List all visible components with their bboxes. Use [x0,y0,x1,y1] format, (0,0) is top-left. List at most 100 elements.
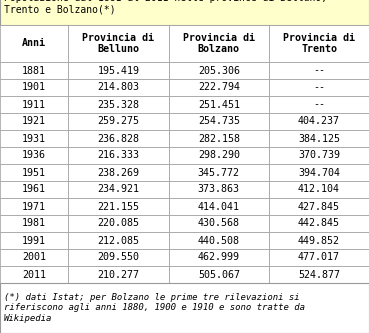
Text: 234.921: 234.921 [97,184,139,194]
Text: Anni: Anni [22,39,46,49]
Bar [169,147,269,164]
Bar [269,147,369,164]
Text: 2001: 2001 [22,252,46,262]
Bar [269,215,369,232]
Text: 345.772: 345.772 [198,167,240,177]
Text: 440.508: 440.508 [198,235,240,245]
Bar [0,0,369,25]
Text: 1901: 1901 [22,83,46,93]
Bar [0,266,68,283]
Bar [169,79,269,96]
Bar [0,62,68,79]
Bar [169,25,269,62]
Bar [169,164,269,181]
Text: 1951: 1951 [22,167,46,177]
Text: Provincia di
Trento: Provincia di Trento [283,33,355,54]
Text: 238.269: 238.269 [97,167,139,177]
Bar [169,96,269,113]
Text: 236.828: 236.828 [97,134,139,144]
Text: 1911: 1911 [22,100,46,110]
Text: 477.017: 477.017 [298,252,340,262]
Bar [0,249,68,266]
Text: 210.277: 210.277 [97,269,139,279]
Text: 1881: 1881 [22,66,46,76]
Bar [169,215,269,232]
Bar [269,130,369,147]
Bar [68,96,169,113]
Bar [68,113,169,130]
Text: 214.803: 214.803 [97,83,139,93]
Bar [68,147,169,164]
Text: 1961: 1961 [22,184,46,194]
Bar [269,25,369,62]
Bar [269,266,369,283]
Bar [269,249,369,266]
Text: 1921: 1921 [22,117,46,127]
Bar [269,79,369,96]
Bar [68,215,169,232]
Text: 1991: 1991 [22,235,46,245]
Text: 298.290: 298.290 [198,151,240,161]
Text: 220.085: 220.085 [97,218,139,228]
Bar [68,164,169,181]
Bar [0,164,68,181]
Text: --: -- [313,66,325,76]
Text: 205.306: 205.306 [198,66,240,76]
Bar [269,164,369,181]
Bar [68,130,169,147]
Text: 442.845: 442.845 [298,218,340,228]
Bar [0,198,68,215]
Text: 235.328: 235.328 [97,100,139,110]
Bar [169,130,269,147]
Bar [68,198,169,215]
Text: Provincia di
Belluno: Provincia di Belluno [82,33,155,54]
Text: 1936: 1936 [22,151,46,161]
Text: 212.085: 212.085 [97,235,139,245]
Bar [68,266,169,283]
Text: 222.794: 222.794 [198,83,240,93]
Text: 254.735: 254.735 [198,117,240,127]
Bar [269,232,369,249]
Text: 449.852: 449.852 [298,235,340,245]
Bar [169,266,269,283]
Bar [0,147,68,164]
Text: 412.104: 412.104 [298,184,340,194]
Text: 282.158: 282.158 [198,134,240,144]
Bar [0,215,68,232]
Text: 1931: 1931 [22,134,46,144]
Text: (*) dati Istat; per Bolzano le prime tre rilevazioni si
riferiscono agli anni 18: (*) dati Istat; per Bolzano le prime tre… [4,293,305,323]
Bar [169,113,269,130]
Bar [169,62,269,79]
Bar [169,181,269,198]
Bar [0,96,68,113]
Text: 216.333: 216.333 [97,151,139,161]
Text: 505.067: 505.067 [198,269,240,279]
Text: Popolazione dal 1881 al 2011 nelle province di Belluno,
Trento e Bolzano(*): Popolazione dal 1881 al 2011 nelle provi… [4,0,327,15]
Text: 414.041: 414.041 [198,201,240,211]
Bar [269,113,369,130]
Text: Provincia di
Bolzano: Provincia di Bolzano [183,33,255,54]
Bar [68,232,169,249]
Bar [269,62,369,79]
Text: 404.237: 404.237 [298,117,340,127]
Bar [0,232,68,249]
Text: 370.739: 370.739 [298,151,340,161]
Bar [0,130,68,147]
Text: 2011: 2011 [22,269,46,279]
Text: 209.550: 209.550 [97,252,139,262]
Text: 462.999: 462.999 [198,252,240,262]
Text: 1981: 1981 [22,218,46,228]
Bar [0,181,68,198]
Bar [0,113,68,130]
Bar [269,198,369,215]
Text: 251.451: 251.451 [198,100,240,110]
Bar [169,198,269,215]
Bar [68,181,169,198]
Bar [68,62,169,79]
Text: 1971: 1971 [22,201,46,211]
Text: 394.704: 394.704 [298,167,340,177]
Bar [169,232,269,249]
Text: 430.568: 430.568 [198,218,240,228]
Text: 373.863: 373.863 [198,184,240,194]
Bar [0,25,68,62]
